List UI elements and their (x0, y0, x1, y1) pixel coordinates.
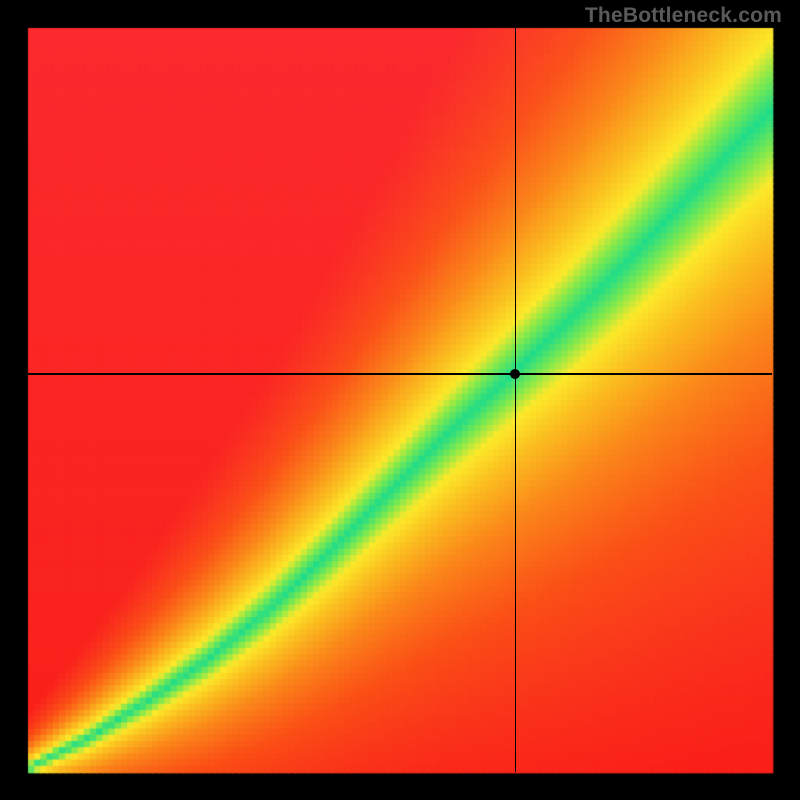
crosshair-marker (510, 369, 520, 379)
heatmap-canvas (0, 0, 800, 800)
watermark-text: TheBottleneck.com (585, 4, 782, 28)
chart-container: TheBottleneck.com (0, 0, 800, 800)
plot-frame (0, 0, 800, 800)
crosshair-horizontal (28, 373, 772, 375)
crosshair-vertical (515, 28, 517, 772)
